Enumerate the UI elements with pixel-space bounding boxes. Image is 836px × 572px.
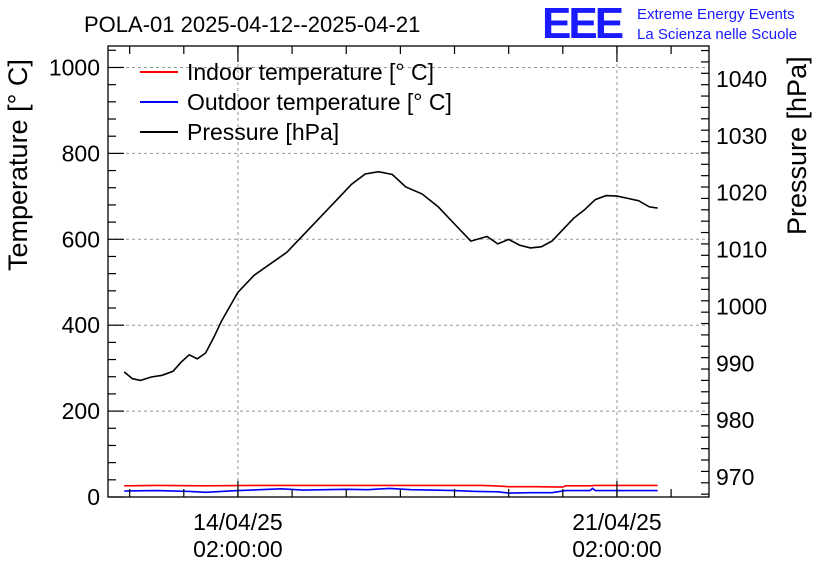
y-tick-label: 800 xyxy=(62,140,100,166)
legend-label-indoor: Indoor temperature [° C] xyxy=(187,59,434,85)
series-group xyxy=(123,170,658,494)
plot-frame xyxy=(107,45,710,498)
x-tick-date-label: 14/04/25 xyxy=(193,509,283,535)
legend: Indoor temperature [° C] Outdoor tempera… xyxy=(140,59,452,145)
eee-logo-line2: La Scienza nelle Scuole xyxy=(637,26,797,43)
y2-tick-label: 1040 xyxy=(716,66,767,92)
eee-logo: EEE Extreme Energy Events La Scienza nel… xyxy=(542,0,797,48)
left-axis: 0 200 400 600 800 1000 xyxy=(49,49,124,510)
series-outdoor-temperature-line xyxy=(124,487,658,494)
right-axis: 970 980 990 1000 1010 1020 1030 1040 xyxy=(701,49,767,495)
y-tick-label: 600 xyxy=(62,226,100,252)
y-tick-label: 1000 xyxy=(49,54,100,80)
grid-lines xyxy=(108,46,709,497)
y-axis-title: Temperature [° C] xyxy=(3,59,33,271)
y-tick-label: 200 xyxy=(62,398,100,424)
y2-tick-label: 970 xyxy=(716,464,754,490)
chart-title: POLA-01 2025-04-12--2025-04-21 xyxy=(84,12,420,37)
x-tick-time-label: 02:00:00 xyxy=(193,536,283,562)
eee-logo-line1: Extreme Energy Events xyxy=(637,6,795,23)
x-tick-time-label: 02:00:00 xyxy=(572,536,662,562)
y2-tick-label: 1010 xyxy=(716,237,767,263)
y2-tick-label: 1000 xyxy=(716,293,767,319)
y2-tick-label: 1030 xyxy=(716,123,767,149)
legend-label-outdoor: Outdoor temperature [° C] xyxy=(187,89,452,115)
series-pressure-line xyxy=(123,170,658,382)
x-tick-date-label: 21/04/25 xyxy=(572,509,662,535)
series-indoor-temperature-line xyxy=(124,484,658,488)
legend-label-pressure: Pressure [hPa] xyxy=(187,119,339,145)
y2-tick-label: 1020 xyxy=(716,180,767,206)
y-tick-label: 400 xyxy=(62,312,100,338)
y2-tick-label: 980 xyxy=(716,407,754,433)
y2-tick-label: 990 xyxy=(716,350,754,376)
eee-logo-mark: EEE xyxy=(542,0,623,48)
y-tick-label: 0 xyxy=(87,484,100,510)
y2-axis-title: Pressure [hPa] xyxy=(782,56,812,235)
